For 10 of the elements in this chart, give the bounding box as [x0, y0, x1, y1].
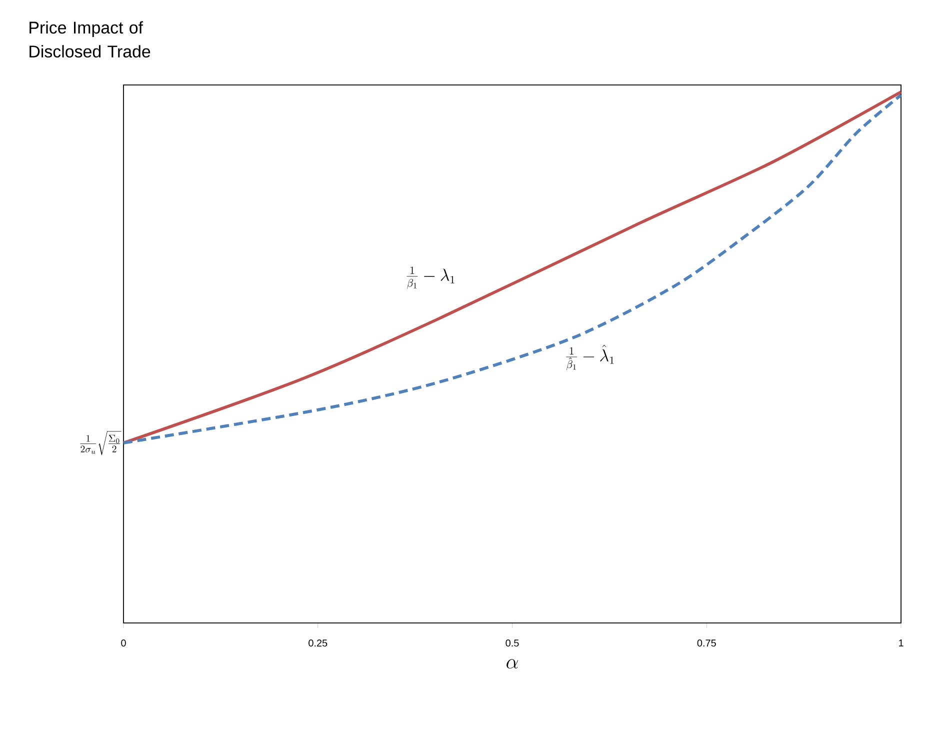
- x-tick-label: 0: [121, 640, 126, 647]
- x-tick-label: 0.5: [506, 640, 519, 647]
- x-tick-label: 0.75: [697, 640, 716, 647]
- chart-title: Price Impact of Disclosed Trade: [30, 21, 150, 58]
- x-tick-label: 0.25: [308, 640, 328, 647]
- series-label: $\frac{1}{\hat{\beta}_1}-\hat{\lambda}_1$: [566, 344, 614, 370]
- x-axis-title: $\alpha$: [506, 659, 518, 668]
- text: $\frac{1}{\beta_1}-\lambda_1$: [406, 266, 454, 289]
- annotation: $\frac{1}{2\sigma_u}\sqrt{\frac{\Sigma_0}{2}}$: [80, 431, 122, 456]
- x-tick-label: 1: [899, 640, 904, 646]
